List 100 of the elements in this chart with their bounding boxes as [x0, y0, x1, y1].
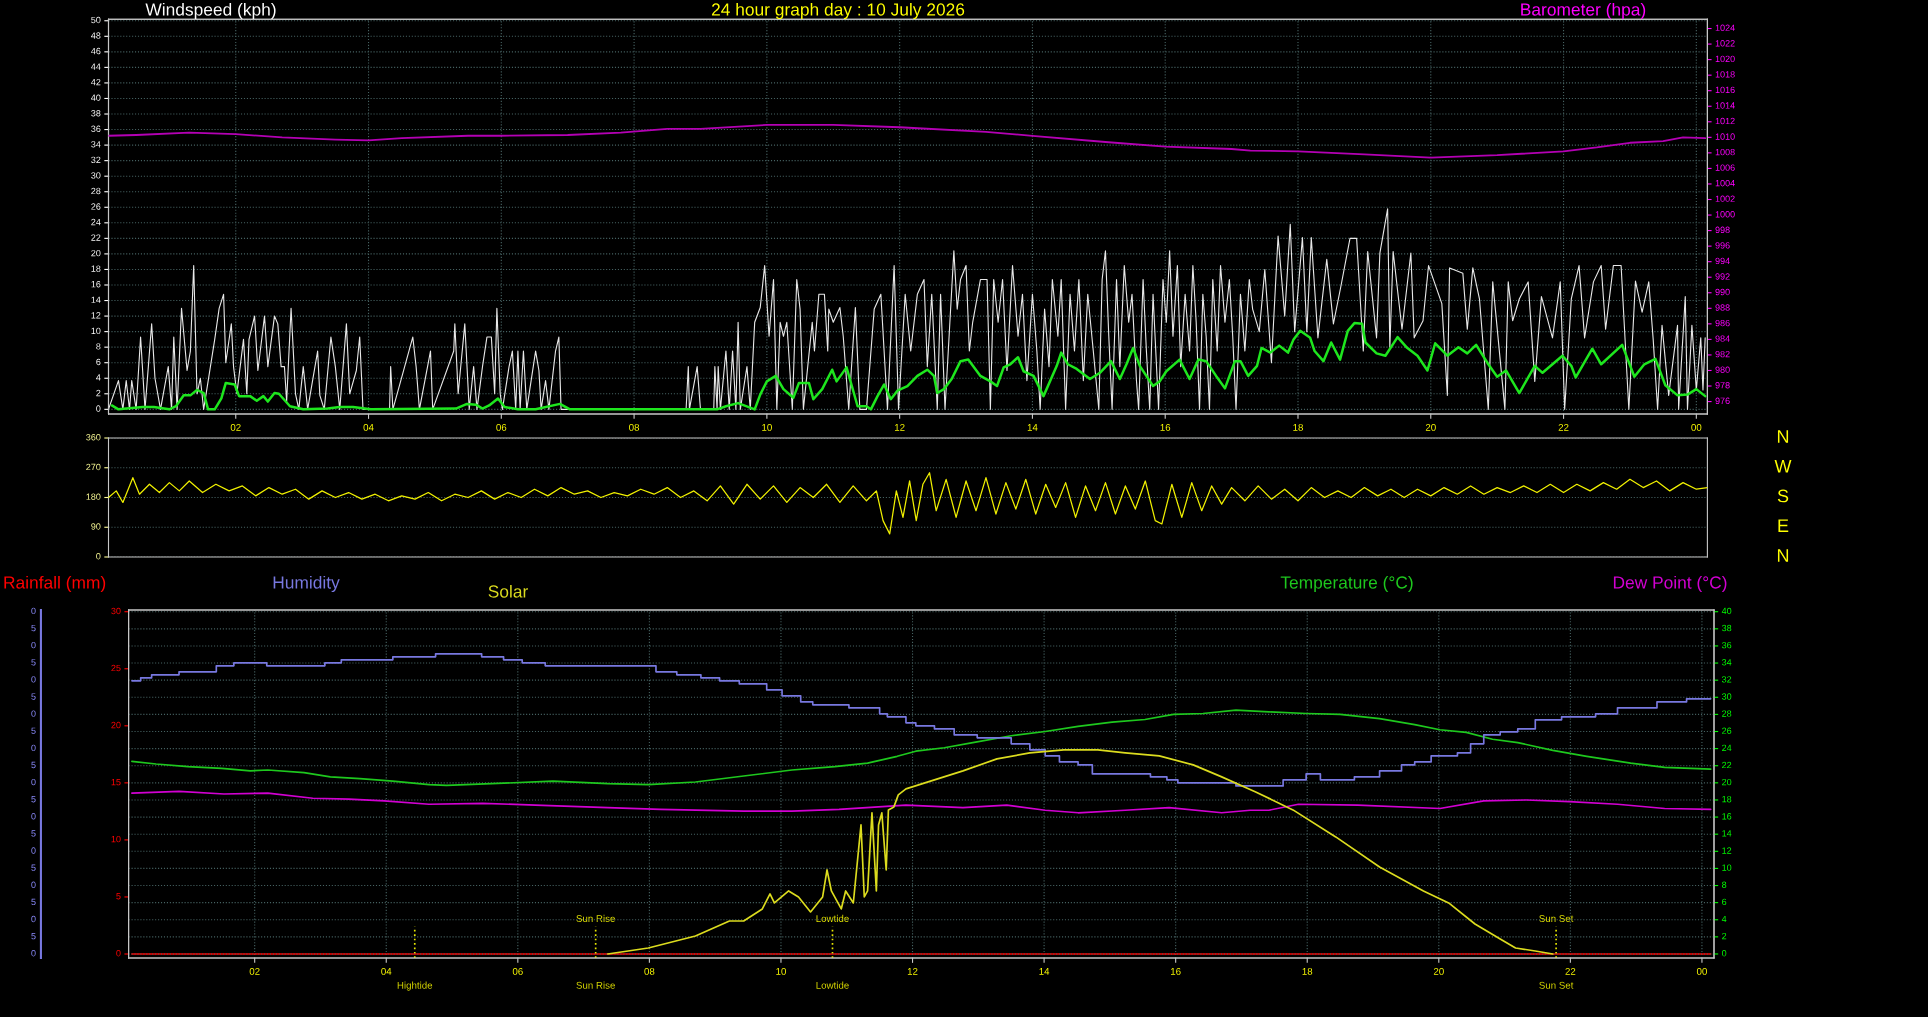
chart-title: 24 hour graph day : 10 July 2026 [711, 2, 965, 20]
y2-tick-label: 994 [1715, 257, 1730, 265]
text: 0 [31, 950, 36, 957]
y-tick-label: 25 [111, 664, 121, 672]
text: Sun Set [1539, 981, 1574, 989]
y2-tick-label: 1002 [1715, 195, 1735, 202]
text: Lowtide [816, 981, 849, 989]
y-tick-label: 40 [91, 94, 101, 101]
y-tick-label: 20 [91, 249, 101, 257]
text: S [1777, 489, 1789, 503]
ref-line-label: Lowtide [816, 914, 849, 922]
x-tick-label: 12 [894, 423, 905, 431]
y2-tick-label: 36 [1721, 641, 1732, 649]
y2-tick-label: 976 [1715, 397, 1730, 404]
text: 5 [31, 796, 36, 803]
y2-tick-label: 1012 [1715, 117, 1735, 125]
y-tick-label: 34 [91, 141, 101, 148]
text: 0 [31, 676, 36, 683]
y-tick-label: 4 [96, 374, 101, 381]
y2-tick-label: 6 [1722, 898, 1727, 906]
x-tick-label: 16 [1160, 423, 1171, 431]
y-tick-label: 30 [111, 607, 121, 615]
y2-tick-label: 0 [1721, 950, 1727, 957]
y-tick-label: 10 [111, 835, 121, 843]
y2-tick-label: 14 [1722, 830, 1732, 837]
text: N [1777, 549, 1789, 562]
y2-tick-label: 10 [1722, 864, 1732, 871]
text: 0 [31, 813, 36, 820]
text: 0 [31, 607, 36, 615]
y-tick-label: 0 [96, 405, 101, 412]
text: 5 [31, 898, 36, 906]
y-tick-label: 16 [91, 281, 101, 288]
y2-tick-label: 1004 [1715, 179, 1735, 187]
y-tick-label: 36 [91, 125, 101, 132]
y2-tick-label: 32 [1721, 676, 1732, 683]
x-tick-label: 14 [1027, 424, 1038, 431]
x-tick-label: 04 [381, 967, 392, 975]
text: 0 [31, 915, 36, 923]
y-tick-label: 270 [86, 463, 101, 471]
y-tick-label: 30 [91, 172, 101, 179]
y-tick-label: 0 [96, 553, 101, 560]
x-tick-label: 12 [907, 967, 918, 975]
text: 0 [31, 710, 36, 717]
text: Dew Point (°C) [1613, 575, 1727, 593]
text: N [1777, 430, 1789, 443]
y2-tick-label: 1020 [1715, 55, 1735, 63]
x-tick-label: 00 [1691, 423, 1702, 431]
y-tick-label: 10 [91, 327, 101, 335]
x-tick-label: 04 [363, 423, 374, 431]
x-tick-label: 06 [512, 967, 523, 975]
y2-tick-label: 1008 [1715, 148, 1735, 156]
x-tick-label: 14 [1039, 968, 1050, 975]
text: 5 [31, 727, 36, 734]
y2-tick-label: 8 [1722, 881, 1727, 888]
y2-tick-label: 1016 [1715, 86, 1735, 94]
y2-tick-label: 988 [1715, 304, 1730, 311]
y2-tick-label: 26 [1722, 727, 1732, 734]
y2-tick-label: 1024 [1715, 24, 1735, 31]
y2-tick-label: 18 [1722, 795, 1732, 803]
text: Solar [488, 584, 528, 598]
text: 0 [31, 641, 36, 649]
y-tick-label: 18 [91, 265, 101, 272]
y-tick-label: 180 [86, 493, 101, 500]
text: 0 [31, 847, 36, 854]
x-tick-label: 02 [230, 423, 241, 431]
y2-tick-label: 980 [1715, 366, 1730, 373]
y2-tick-label: 998 [1715, 226, 1730, 234]
text: 0 [31, 881, 36, 888]
x-tick-label: 10 [776, 967, 786, 975]
y-tick-label: 48 [91, 32, 101, 39]
x-tick-label: 06 [496, 423, 507, 431]
y-tick-label: 38 [91, 110, 101, 117]
y-tick-label: 0 [116, 950, 121, 957]
x-tick-label: 02 [249, 967, 260, 975]
y-tick-label: 24 [91, 218, 101, 226]
y2-tick-label: 992 [1715, 273, 1730, 280]
text: Humidity [273, 575, 340, 593]
y2-tick-label: 34 [1721, 659, 1732, 666]
x-tick-label: 22 [1565, 967, 1576, 975]
x-tick-label: 22 [1558, 423, 1569, 431]
y-tick-label: 26 [91, 203, 101, 210]
y2-tick-label: 1018 [1715, 71, 1735, 78]
x-tick-label: 18 [1293, 423, 1303, 431]
y2-tick-label: 22 [1722, 761, 1732, 769]
y2-tick-label: 16 [1722, 813, 1732, 820]
y-tick-label: 5 [116, 893, 121, 900]
text: 5 [31, 830, 36, 837]
text: 5 [31, 659, 36, 666]
y-tick-label: 90 [91, 523, 101, 530]
y-tick-label: 20 [111, 721, 121, 729]
x-tick-label: 08 [644, 967, 655, 975]
y-tick-label: 44 [91, 63, 101, 70]
ref-line-label: Sun Rise [576, 914, 615, 922]
text: 5 [31, 761, 36, 769]
y-tick-label: 14 [91, 296, 101, 303]
y-tick-label: 50 [91, 16, 101, 24]
y2-tick-label: 982 [1715, 350, 1730, 358]
y2-tick-label: 990 [1715, 288, 1730, 296]
text: 0 [31, 778, 36, 786]
y2-tick-label: 1000 [1715, 211, 1735, 218]
